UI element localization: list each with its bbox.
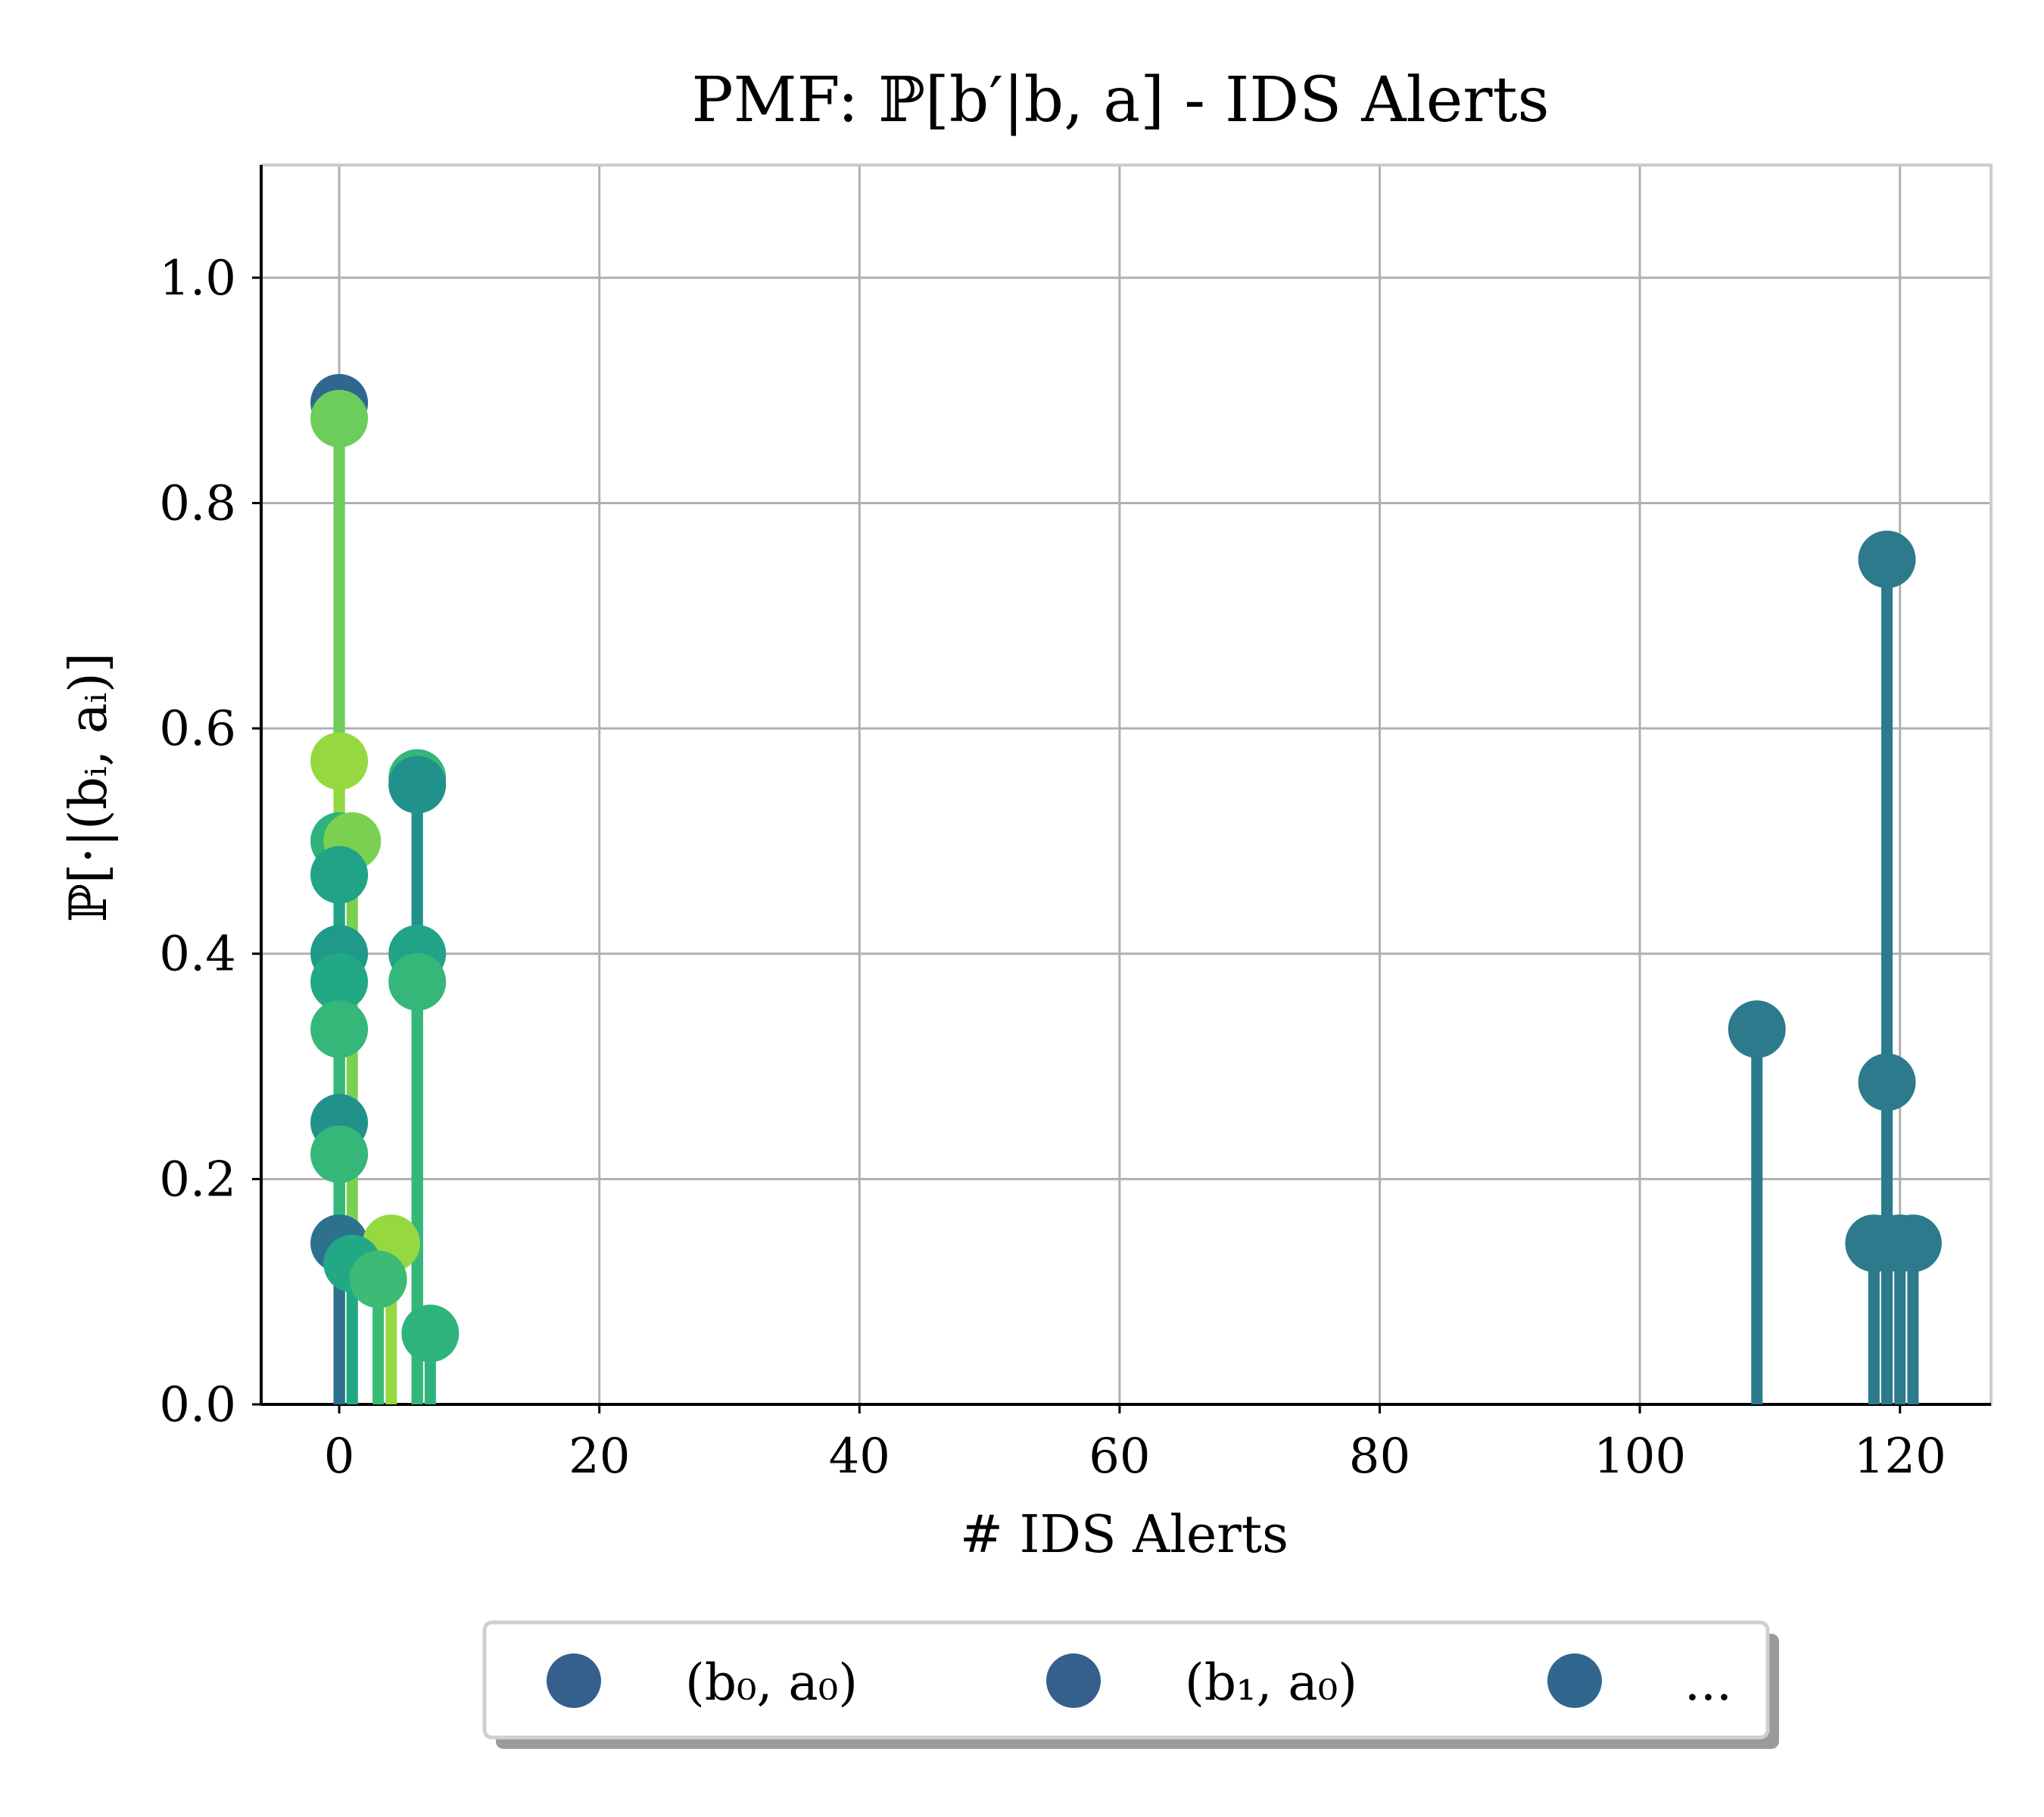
legend-marker	[1547, 1653, 1602, 1708]
x-tick-label: 60	[1089, 1429, 1150, 1485]
stem-marker	[1858, 1053, 1916, 1111]
y-tick-label: 1.0	[159, 251, 236, 307]
stem-marker	[310, 846, 369, 904]
y-tick-label: 0.0	[159, 1377, 236, 1433]
stem-marker	[401, 1304, 460, 1363]
y-axis-label: ℙ[·|(bᵢ, aᵢ)]	[59, 653, 119, 922]
x-tick-label: 20	[569, 1429, 630, 1485]
stem-marker	[388, 952, 447, 1011]
legend-box	[482, 1620, 1770, 1740]
stem-marker	[310, 1000, 369, 1058]
legend-items: (b₀, a₀) (b₁, a₀)...	[547, 1653, 1732, 1712]
stem-marker	[310, 952, 369, 1011]
stem-marker	[1884, 1214, 1942, 1273]
tick-labels: 0 20 40 60 80 100 120 0.0 0.2 0.4 0.6 0.8 1.0	[159, 251, 1946, 1485]
chart-title: PMF: ℙ[b′|b, a] - IDS Alerts	[691, 64, 1549, 136]
x-tick-label: 40	[829, 1429, 890, 1485]
legend-label: (b₁, a₀)	[1185, 1653, 1357, 1712]
legend: (b₀, a₀) (b₁, a₀)...	[482, 1620, 1779, 1749]
stems	[310, 374, 1942, 1404]
stem-marker	[349, 1250, 407, 1308]
legend-label: (b₀, a₀)	[685, 1653, 858, 1712]
stem-marker	[1728, 1000, 1786, 1058]
y-tick-label: 0.4	[159, 927, 236, 983]
x-tick-label: 80	[1349, 1429, 1410, 1485]
grid	[261, 165, 1991, 1406]
legend-label: ...	[1684, 1653, 1732, 1712]
stem-marker	[1858, 530, 1916, 588]
x-axis-label: # IDS Alerts	[960, 1505, 1288, 1565]
y-tick-label: 0.6	[159, 701, 236, 757]
y-tick-label: 0.8	[159, 475, 236, 531]
stem-marker	[310, 732, 369, 790]
stem-marker	[388, 756, 447, 814]
legend-marker	[1046, 1653, 1101, 1708]
plot-frame	[260, 164, 1993, 1406]
stem-marker	[310, 1125, 369, 1183]
legend-marker	[547, 1653, 601, 1708]
x-tick-label: 100	[1594, 1429, 1686, 1485]
stem-marker	[310, 389, 369, 447]
x-tick-label: 120	[1854, 1429, 1946, 1485]
y-tick-label: 0.2	[159, 1152, 236, 1208]
x-tick-label: 0	[324, 1429, 355, 1485]
